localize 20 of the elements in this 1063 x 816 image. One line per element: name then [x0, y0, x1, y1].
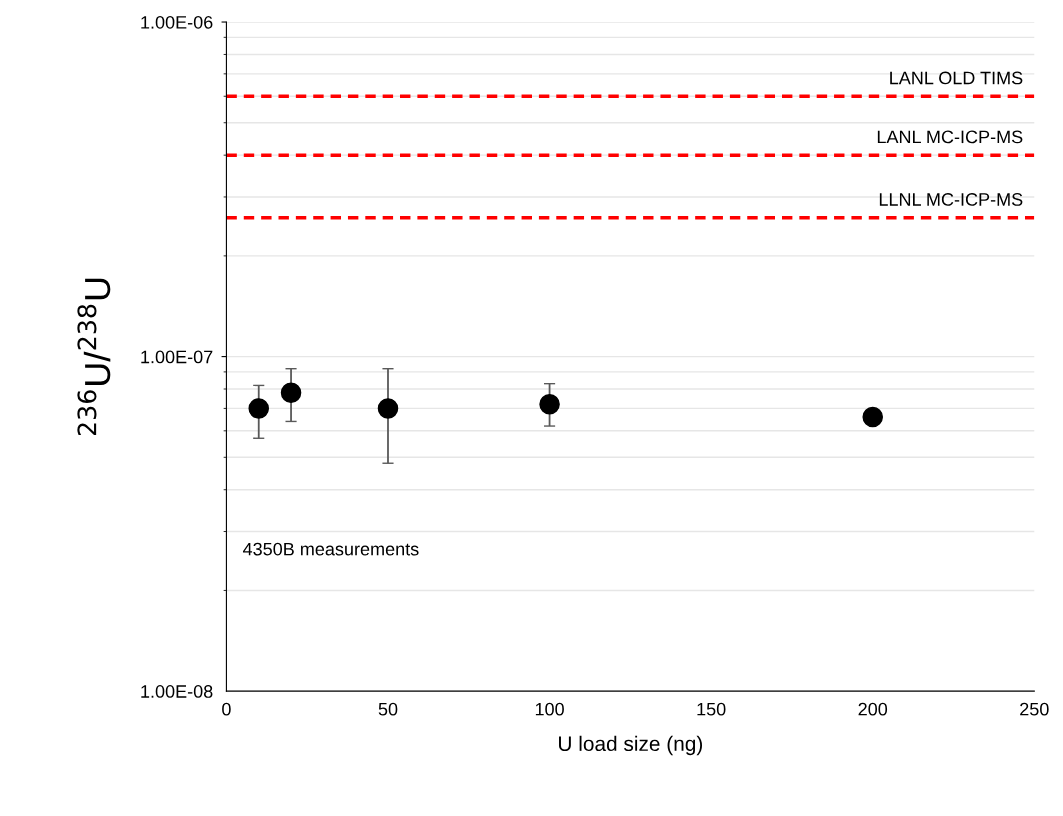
- ref-line-label: LANL MC-ICP-MS: [877, 130, 1023, 144]
- y-tick-label: 1.00E-08: [141, 685, 213, 698]
- annotation: 4350B measurements: [242, 542, 419, 556]
- point: [862, 406, 883, 428]
- ref-line-label: LLNL MC-ICP-MS: [879, 193, 1023, 206]
- x-tick-label: 250: [1020, 702, 1049, 716]
- x-tick-label: 150: [697, 702, 726, 716]
- x-tick-label: 200: [858, 702, 888, 716]
- point: [377, 398, 399, 419]
- point: [539, 394, 560, 415]
- y-tick-label: 1.00E-06: [141, 15, 213, 29]
- x-tick-label: 0: [222, 702, 231, 716]
- y-tick-label: 1.00E-07: [141, 350, 213, 364]
- point: [248, 398, 270, 419]
- point: [280, 382, 302, 403]
- x-tick-label: 50: [378, 702, 398, 716]
- y-axis-title: $^{236}$U/$^{238}$U: [77, 278, 111, 436]
- x-axis-title: U load size (ng): [559, 735, 703, 756]
- ref-line-label: LANL OLD TIMS: [890, 71, 1023, 85]
- x-tick-label: 100: [535, 702, 564, 716]
